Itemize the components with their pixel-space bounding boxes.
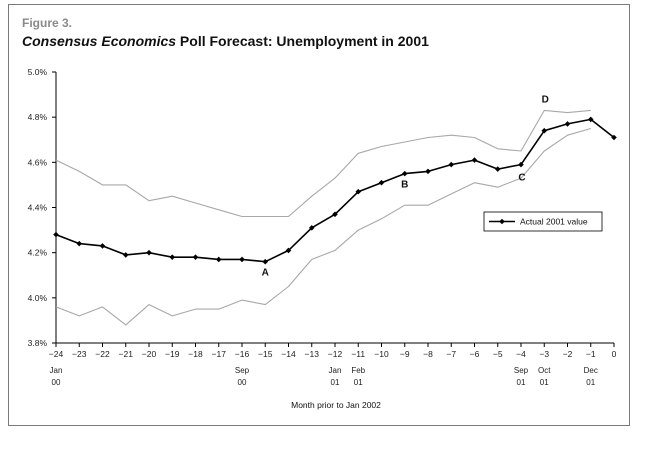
x-tick-label: −15 [258,349,273,359]
chart-title-text: Poll Forecast: Unemployment in 2001 [176,33,429,49]
axes: 3.8% 4.0% 4.2% 4.4% 4.6% 4.8% 5.0% −24 −23 −22 −21… [28,67,617,387]
month-year-label: 01 [586,378,595,387]
x-tick-label: −20 [142,349,157,359]
month-year-label: 00 [238,378,247,387]
data-point [146,249,152,256]
x-tick-label: −8 [423,349,433,359]
month-year-label: 01 [517,378,526,387]
x-tick-label: −9 [400,349,410,359]
legend: Actual 2001 value [483,211,603,232]
y-tick-label: 4.2% [28,248,48,258]
x-tick-label: −10 [374,349,389,359]
x-tick-label: −22 [95,349,110,359]
lower-band-line [55,127,591,326]
data-point [494,166,501,172]
upper-band-line [55,109,591,218]
month-year-label: 00 [52,378,61,387]
data-point [378,179,385,186]
figure-label: Figure 3. [22,16,73,30]
chart-title: Consensus Economics Poll Forecast: Unemp… [22,33,429,49]
month-label: Sep [514,366,529,375]
point-label-b: B [401,180,408,191]
legend-box [483,211,603,232]
month-year-label: 01 [540,378,549,387]
x-tick-label: −24 [49,349,64,359]
month-label: Jan [329,366,342,375]
month-year-label: 01 [331,378,340,387]
data-point [76,240,83,247]
x-tick-label: 0 [612,349,617,359]
x-tick-label: −13 [305,349,320,359]
legend-label: Actual 2001 value [520,217,588,227]
month-label: Jan [50,366,63,375]
x-tick-label: −17 [212,349,227,359]
x-tick-label: −1 [586,349,596,359]
x-tick-label: −14 [281,349,296,359]
data-point [99,243,106,249]
chart-title-source: Consensus Economics [22,33,177,49]
data-point [169,254,176,260]
x-tick-label: −3 [539,349,549,359]
data-point [285,247,292,254]
y-tick-label: 4.4% [28,203,48,213]
data-point [401,170,408,177]
x-tick-label: −16 [235,349,250,359]
series-layer [53,109,617,326]
annotation-layer: A B C D [262,94,549,278]
data-point [471,157,478,163]
data-point [564,121,571,127]
month-year-label: 01 [354,378,363,387]
x-tick-label: −6 [470,349,480,359]
data-point [239,256,245,263]
x-tick-label: −4 [516,349,526,359]
data-point [611,134,617,141]
x-tick-label: −7 [446,349,456,359]
data-point [355,188,362,195]
data-point [518,161,524,168]
month-label: Oct [538,366,551,375]
x-tick-label: −18 [188,349,203,359]
data-point [448,161,455,168]
legend-swatch-marker [499,218,505,225]
data-point [122,252,129,258]
y-tick-label: 3.8% [28,338,48,348]
point-label-d: D [542,94,549,105]
data-point [262,258,269,265]
data-point [215,256,222,263]
x-tick-label: −12 [328,349,343,359]
data-point [587,116,594,123]
month-label: Dec [584,366,598,375]
month-label: Sep [235,366,250,375]
y-tick-label: 5.0% [28,67,48,77]
actual-value-line [55,118,615,263]
month-label: Feb [351,366,365,375]
data-point [332,211,338,218]
x-tick-label: −23 [72,349,87,359]
x-tick-label: −2 [563,349,573,359]
data-point [308,225,315,231]
x-tick-label: −19 [165,349,180,359]
y-tick-label: 4.0% [28,293,48,303]
point-label-c: C [518,173,525,184]
x-tick-label: −11 [351,349,365,359]
data-point [541,127,548,134]
y-tick-label: 4.6% [28,157,48,167]
data-point [425,168,431,175]
point-label-a: A [262,268,269,279]
x-tick-label: −21 [119,349,134,359]
x-axis-label: Month prior to Jan 2002 [291,400,381,410]
y-tick-label: 4.8% [28,112,48,122]
data-point [53,231,59,238]
data-point [192,254,199,260]
x-tick-label: −5 [493,349,503,359]
